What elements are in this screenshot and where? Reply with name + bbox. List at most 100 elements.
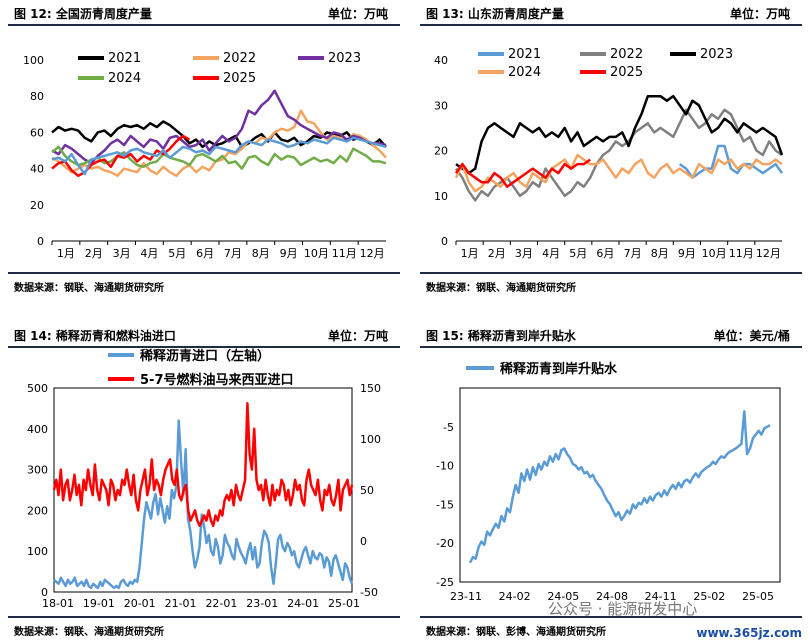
c12-xtick-label: 9月	[280, 247, 298, 260]
c14-xtick-label: 23-01	[246, 597, 278, 610]
c12-series-line-2023	[51, 89, 387, 165]
c12-series-line-2022	[51, 109, 387, 178]
c14-xtick-label: 24-01	[287, 597, 319, 610]
c14-ytick-right-label: 150	[360, 382, 381, 395]
c13-ytick-label: 20	[434, 145, 448, 158]
c15-series-line	[468, 410, 771, 564]
c15-ytick-label: -5	[443, 421, 454, 434]
fig15-source: 数据来源：钢联、彭博、海通期货研究所	[420, 616, 802, 640]
c15-plot-frame	[459, 387, 781, 583]
c15-xtick-label: 25-02	[693, 590, 725, 603]
c12-xtick-label: 5月	[168, 247, 186, 260]
c12-ytick-label: 80	[30, 90, 44, 103]
c12-xtick-label: 10月	[304, 247, 329, 260]
c12-ytick-label: 0	[37, 235, 44, 248]
c13-series-line-2025	[454, 158, 591, 188]
c13-series-line-2021	[678, 144, 784, 179]
c13-xtick-label: 10月	[702, 247, 727, 260]
c12-xtick-label: 11月	[332, 247, 357, 260]
c13-xtick-label: 2月	[488, 247, 506, 260]
panel-fig15: 图 15: 稀释沥青到岸升贴水 单位：美元/桶 -25 -20 -15 -10 -5 23…	[420, 322, 802, 640]
site-watermark: www.365jz.com	[696, 626, 802, 640]
c13-ytick-label: 40	[434, 54, 448, 67]
panel-fig12: 图 12: 全国沥青周度产量 单位：万吨 0 20 40 60 80 100 1月 2月 3月 4…	[8, 0, 400, 300]
c12-series-line-2025	[51, 134, 191, 178]
c14-ytick-label: 200	[27, 504, 48, 517]
c14-ytick-right-label: -50	[360, 586, 378, 599]
c15-xtick-label: 25-05	[742, 590, 774, 603]
c13-xtick-label: 12月	[756, 247, 781, 260]
c13-xtick-label: 5月	[569, 247, 587, 260]
c13-legend-label: 2021	[508, 47, 541, 62]
c15-xtick-label: 24-05	[547, 590, 579, 603]
c12-legend-label: 2024	[108, 71, 141, 86]
c12-ytick-label: 100	[23, 54, 44, 67]
panel-fig13: 图 13: 山东沥青周度产量 单位：万吨 0 10 20 30 40 1月 2月 3月 4月 5月…	[420, 0, 802, 300]
c13-xtick-label: 3月	[515, 247, 533, 260]
fig14-header: 图 14: 稀释沥青和燃料油进口 单位：万吨	[8, 322, 400, 348]
c14-xtick-label: 21-01	[165, 597, 197, 610]
fig13-source: 数据来源：钢联、海通期货研究所	[420, 272, 802, 296]
c13-xtick-label: 7月	[624, 247, 642, 260]
c12-series-line-2021	[51, 120, 387, 149]
c15-xtick-label: 24-11	[645, 590, 677, 603]
c12-xtick-label: 1月	[57, 247, 75, 260]
c14-legend-label: 5-7号燃料油马来西亚进口	[140, 372, 294, 388]
c13-legend-label: 2025	[610, 65, 643, 80]
c14-ytick-label: 300	[27, 464, 48, 477]
c13-ytick-label: 30	[434, 99, 448, 112]
fig12-unit: 单位：万吨	[327, 7, 388, 21]
c13-xtick-label: 4月	[542, 247, 560, 260]
c14-xtick-label: 18-01	[42, 597, 74, 610]
fig12-source: 数据来源：钢联、海通期货研究所	[8, 272, 400, 296]
c15-ytick-label: -10	[436, 460, 454, 473]
c12-xtick-label: 6月	[196, 247, 214, 260]
fig14-source: 数据来源：钢联、海通期货研究所	[8, 616, 400, 640]
c15-ytick-label: -25	[436, 576, 454, 589]
c13-ytick-label: 0	[441, 235, 448, 248]
panel-fig14: 图 14: 稀释沥青和燃料油进口 单位：万吨 0 100 200 300 400 500-…	[8, 322, 400, 640]
c14-plot-frame	[53, 387, 353, 593]
fig15-unit: 单位：美元/桶	[713, 329, 790, 343]
wechat-watermark: 公众号 · 能源研发中心	[548, 600, 698, 618]
c12-xtick-label: 4月	[140, 247, 158, 260]
c12-ytick-label: 20	[30, 199, 44, 212]
c13-series-line-2023	[455, 94, 784, 175]
c12-legend-label: 2025	[223, 71, 256, 86]
c14-ytick-label: 500	[27, 382, 48, 395]
c14-ytick-label: 0	[41, 586, 48, 599]
fig14-unit: 单位：万吨	[327, 329, 388, 343]
c14-legend-label: 稀释沥青进口（左轴）	[140, 348, 270, 364]
c12-xtick-label: 12月	[360, 247, 385, 260]
c13-xtick-label: 1月	[461, 247, 479, 260]
fig13-header: 图 13: 山东沥青周度产量 单位：万吨	[420, 0, 802, 26]
fig15-title: 图 15: 稀释沥青到岸升贴水	[426, 329, 576, 343]
c12-xtick-label: 2月	[85, 247, 103, 260]
c13-ytick-label: 10	[434, 190, 448, 203]
c13-series-line-2024	[454, 153, 783, 193]
c13-series-line-2022	[454, 108, 783, 202]
c14-ytick-label: 100	[27, 545, 48, 558]
c14-ytick-right-label: 50	[360, 484, 374, 497]
c13-legend-label: 2024	[508, 65, 541, 80]
c13-xtick-label: 9月	[678, 247, 696, 260]
c13-xtick-label: 11月	[729, 247, 754, 260]
fig13-source-text: 数据来源：钢联、海通期货研究所	[426, 283, 576, 294]
fig12-header: 图 12: 全国沥青周度产量 单位：万吨	[8, 0, 400, 26]
c14-series-line	[53, 419, 354, 590]
fig15-header: 图 15: 稀释沥青到岸升贴水 单位：美元/桶	[420, 322, 802, 348]
c14-xtick-label: 25-01	[328, 597, 360, 610]
c12-series-line-extra	[51, 136, 387, 176]
fig12-chart: 0 20 40 60 80 100 1月 2月 3月 4月 5月 6月 7月 8月 9月 10月 11月 12月 2…	[23, 51, 387, 260]
c12-ytick-label: 60	[30, 126, 44, 139]
fig13-title: 图 13: 山东沥青周度产量	[426, 7, 564, 21]
fig15-source-text: 数据来源：钢联、彭博、海通期货研究所	[426, 627, 606, 638]
c13-xtick-label: 6月	[596, 247, 614, 260]
fig14-chart: 0 100 200 300 400 500 -50 0 50 100 150 18-01 19-01 20…	[27, 348, 381, 610]
c12-xtick-label: 8月	[252, 247, 270, 260]
c12-legend-label: 2021	[108, 51, 141, 66]
fig14-title: 图 14: 稀释沥青和燃料油进口	[14, 329, 176, 343]
c15-ytick-label: -15	[436, 498, 454, 511]
c14-ytick-right-label: 0	[360, 535, 367, 548]
c15-legend-label: 稀释沥青到岸升贴水	[500, 361, 618, 377]
